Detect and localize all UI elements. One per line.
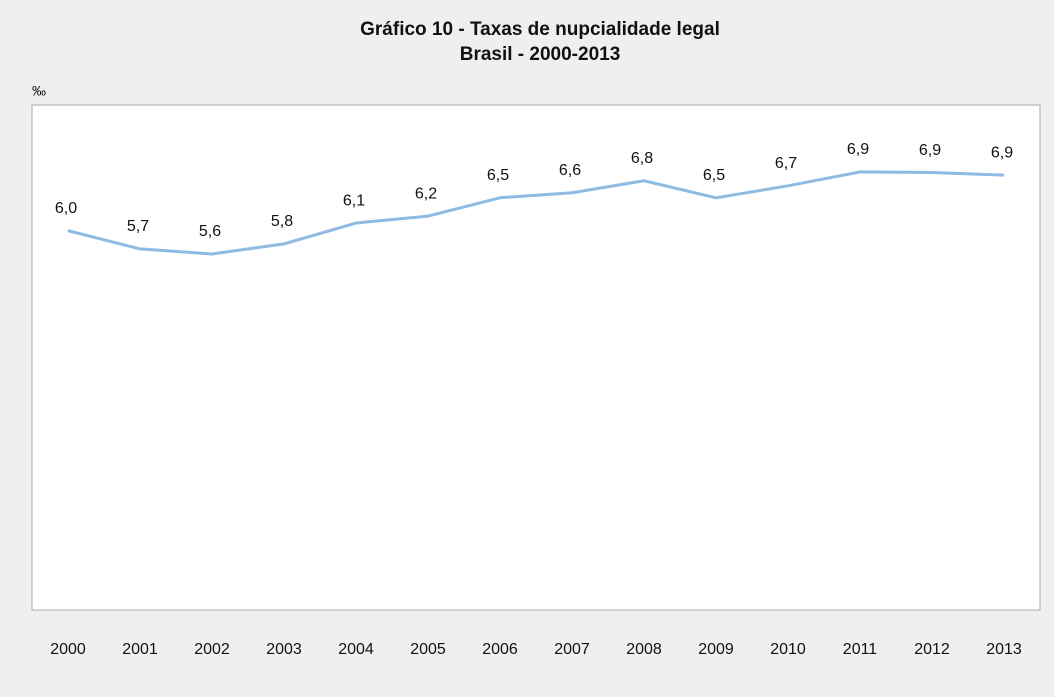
data-label: 6,9 bbox=[991, 144, 1013, 161]
data-label: 5,6 bbox=[199, 223, 221, 240]
x-tick-label: 2004 bbox=[338, 641, 374, 658]
chart-subtitle: Brasil - 2000-2013 bbox=[460, 44, 621, 65]
data-label: 5,8 bbox=[271, 213, 293, 230]
x-tick-label: 2007 bbox=[554, 641, 590, 658]
data-label: 6,8 bbox=[631, 150, 653, 167]
data-label: 6,0 bbox=[55, 200, 77, 217]
x-tick-label: 2009 bbox=[698, 641, 734, 658]
x-tick-label: 2000 bbox=[50, 641, 86, 658]
x-tick-label: 2010 bbox=[770, 641, 806, 658]
data-label: 6,1 bbox=[343, 192, 365, 209]
data-label: 6,2 bbox=[415, 185, 437, 202]
y-axis-label: ‰ bbox=[32, 83, 46, 99]
data-label: 6,9 bbox=[847, 141, 869, 158]
data-label: 6,5 bbox=[703, 167, 725, 184]
x-tick-label: 2011 bbox=[843, 641, 878, 658]
chart-title: Gráfico 10 - Taxas de nupcialidade legal bbox=[360, 19, 720, 40]
data-label: 6,6 bbox=[559, 162, 581, 179]
data-label: 6,7 bbox=[775, 155, 797, 172]
x-tick-label: 2003 bbox=[266, 641, 302, 658]
line bbox=[67, 170, 1005, 256]
x-tick-label: 2013 bbox=[986, 641, 1022, 658]
x-tick-label: 2012 bbox=[914, 641, 950, 658]
x-tick-label: 2001 bbox=[122, 641, 158, 658]
x-tick-label: 2008 bbox=[626, 641, 662, 658]
data-label: 5,7 bbox=[127, 218, 149, 235]
plot-area bbox=[31, 104, 1041, 611]
x-tick-label: 2006 bbox=[482, 641, 518, 658]
x-tick-label: 2005 bbox=[410, 641, 446, 658]
x-tick-label: 2002 bbox=[194, 641, 230, 658]
data-label: 6,5 bbox=[487, 167, 509, 184]
data-label: 6,9 bbox=[919, 142, 941, 159]
